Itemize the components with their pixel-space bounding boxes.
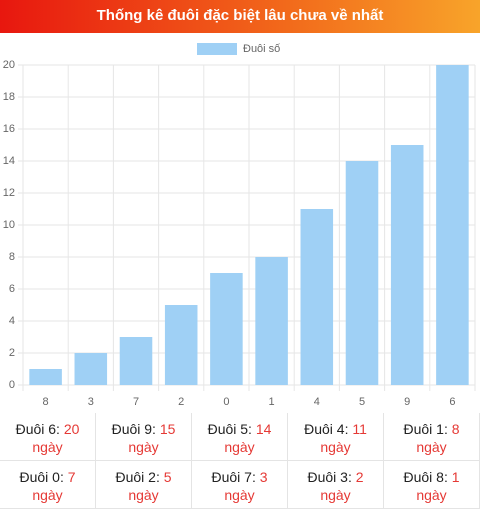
table-cell: Đuôi 4: 11 ngày [288, 413, 384, 461]
cell-line: Đuôi 2: 5 [96, 468, 191, 486]
cell-label: Đuôi 5: [207, 421, 252, 437]
summary-table: Đuôi 6: 20 ngày Đuôi 9: 15 ngày Đuôi 5: 14 ng… [0, 413, 480, 509]
cell-label: Đuôi 4: [304, 421, 349, 437]
x-tick-label: 7 [133, 396, 139, 408]
table-cell: Đuôi 2: 5 ngày [96, 461, 192, 509]
table-cell: Đuôi 0: 7 ngày [0, 461, 96, 509]
table-cell: Đuôi 3: 2 ngày [288, 461, 384, 509]
y-tick-label: 0 [9, 379, 15, 391]
cell-line: Đuôi 5: 14 [192, 420, 287, 438]
cell-label: Đuôi 6: [15, 421, 60, 437]
cell-days: 2 [355, 469, 364, 485]
bar [164, 305, 198, 385]
table-cell: Đuôi 6: 20 ngày [0, 413, 96, 461]
cell-unit: ngày [320, 487, 351, 503]
y-tick-label: 2 [9, 347, 15, 359]
cell-label: Đuôi 0: [19, 469, 64, 485]
x-tick-label: 4 [314, 396, 320, 408]
x-tick-label: 9 [404, 396, 410, 408]
cell-unit: ngày [416, 439, 447, 455]
y-tick-label: 8 [9, 251, 15, 263]
bar [390, 145, 424, 385]
cell-line: Đuôi 0: 7 [0, 468, 95, 486]
cell-unit: ngày [128, 487, 159, 503]
y-tick-label: 16 [3, 123, 15, 135]
cell-label: Đuôi 8: [403, 469, 448, 485]
table-cell: Đuôi 5: 14 ngày [192, 413, 288, 461]
cell-line: Đuôi 8: 1 [384, 468, 479, 486]
bar [345, 161, 379, 385]
x-tick-label: 3 [88, 396, 94, 408]
header-title: Thống kê đuôi đặc biệt lâu chưa về nhất [0, 0, 480, 33]
cell-unit: ngày [128, 439, 159, 455]
cell-line: Đuôi 1: 8 [384, 420, 479, 438]
cell-line: Đuôi 6: 20 [0, 420, 95, 438]
cell-label: Đuôi 9: [111, 421, 156, 437]
cell-days: 5 [163, 469, 172, 485]
x-tick-label: 8 [43, 396, 49, 408]
cell-unit: ngày [320, 439, 351, 455]
cell-unit: ngày [224, 439, 255, 455]
cell-label: Đuôi 1: [403, 421, 448, 437]
y-tick-label: 6 [9, 283, 15, 295]
bar [300, 209, 334, 385]
cell-days: 11 [352, 421, 367, 437]
cell-label: Đuôi 3: [307, 469, 352, 485]
x-tick-label: 0 [223, 396, 229, 408]
x-tick-label: 6 [449, 396, 455, 408]
table-cell: Đuôi 8: 1 ngày [384, 461, 480, 509]
cell-line: Đuôi 7: 3 [192, 468, 287, 486]
x-tick-label: 5 [359, 396, 365, 408]
bar [436, 65, 469, 385]
y-tick-label: 14 [3, 155, 15, 167]
bar [74, 353, 108, 385]
bar [210, 273, 243, 385]
legend-swatch [197, 43, 237, 55]
cell-unit: ngày [224, 487, 255, 503]
cell-days: 7 [67, 469, 76, 485]
legend-label: Đuôi số [243, 43, 280, 55]
cell-unit: ngày [32, 439, 63, 455]
y-tick-label: 10 [3, 219, 15, 231]
table-cell: Đuôi 1: 8 ngày [384, 413, 480, 461]
cell-days: 14 [255, 421, 272, 437]
bar [119, 337, 153, 385]
cell-days: 20 [63, 421, 80, 437]
cell-label: Đuôi 2: [115, 469, 160, 485]
y-tick-label: 18 [3, 91, 15, 103]
cell-line: Đuôi 9: 15 [96, 420, 191, 438]
cell-line: Đuôi 3: 2 [288, 468, 383, 486]
bar [255, 257, 288, 385]
table-cell: Đuôi 9: 15 ngày [96, 413, 192, 461]
cell-days: 1 [451, 469, 460, 485]
cell-days: 3 [259, 469, 268, 485]
cell-days: 8 [451, 421, 460, 437]
y-tick-label: 20 [3, 59, 15, 71]
cell-days: 15 [159, 421, 176, 437]
cell-unit: ngày [416, 487, 447, 503]
x-tick-label: 1 [269, 396, 275, 408]
cell-unit: ngày [32, 487, 63, 503]
cell-label: Đuôi 7: [211, 469, 256, 485]
x-tick-label: 2 [178, 396, 184, 408]
bar [29, 369, 62, 385]
y-tick-label: 12 [3, 187, 15, 199]
y-tick-label: 4 [9, 315, 15, 327]
table-cell: Đuôi 7: 3 ngày [192, 461, 288, 509]
cell-line: Đuôi 4: 11 [288, 420, 383, 438]
